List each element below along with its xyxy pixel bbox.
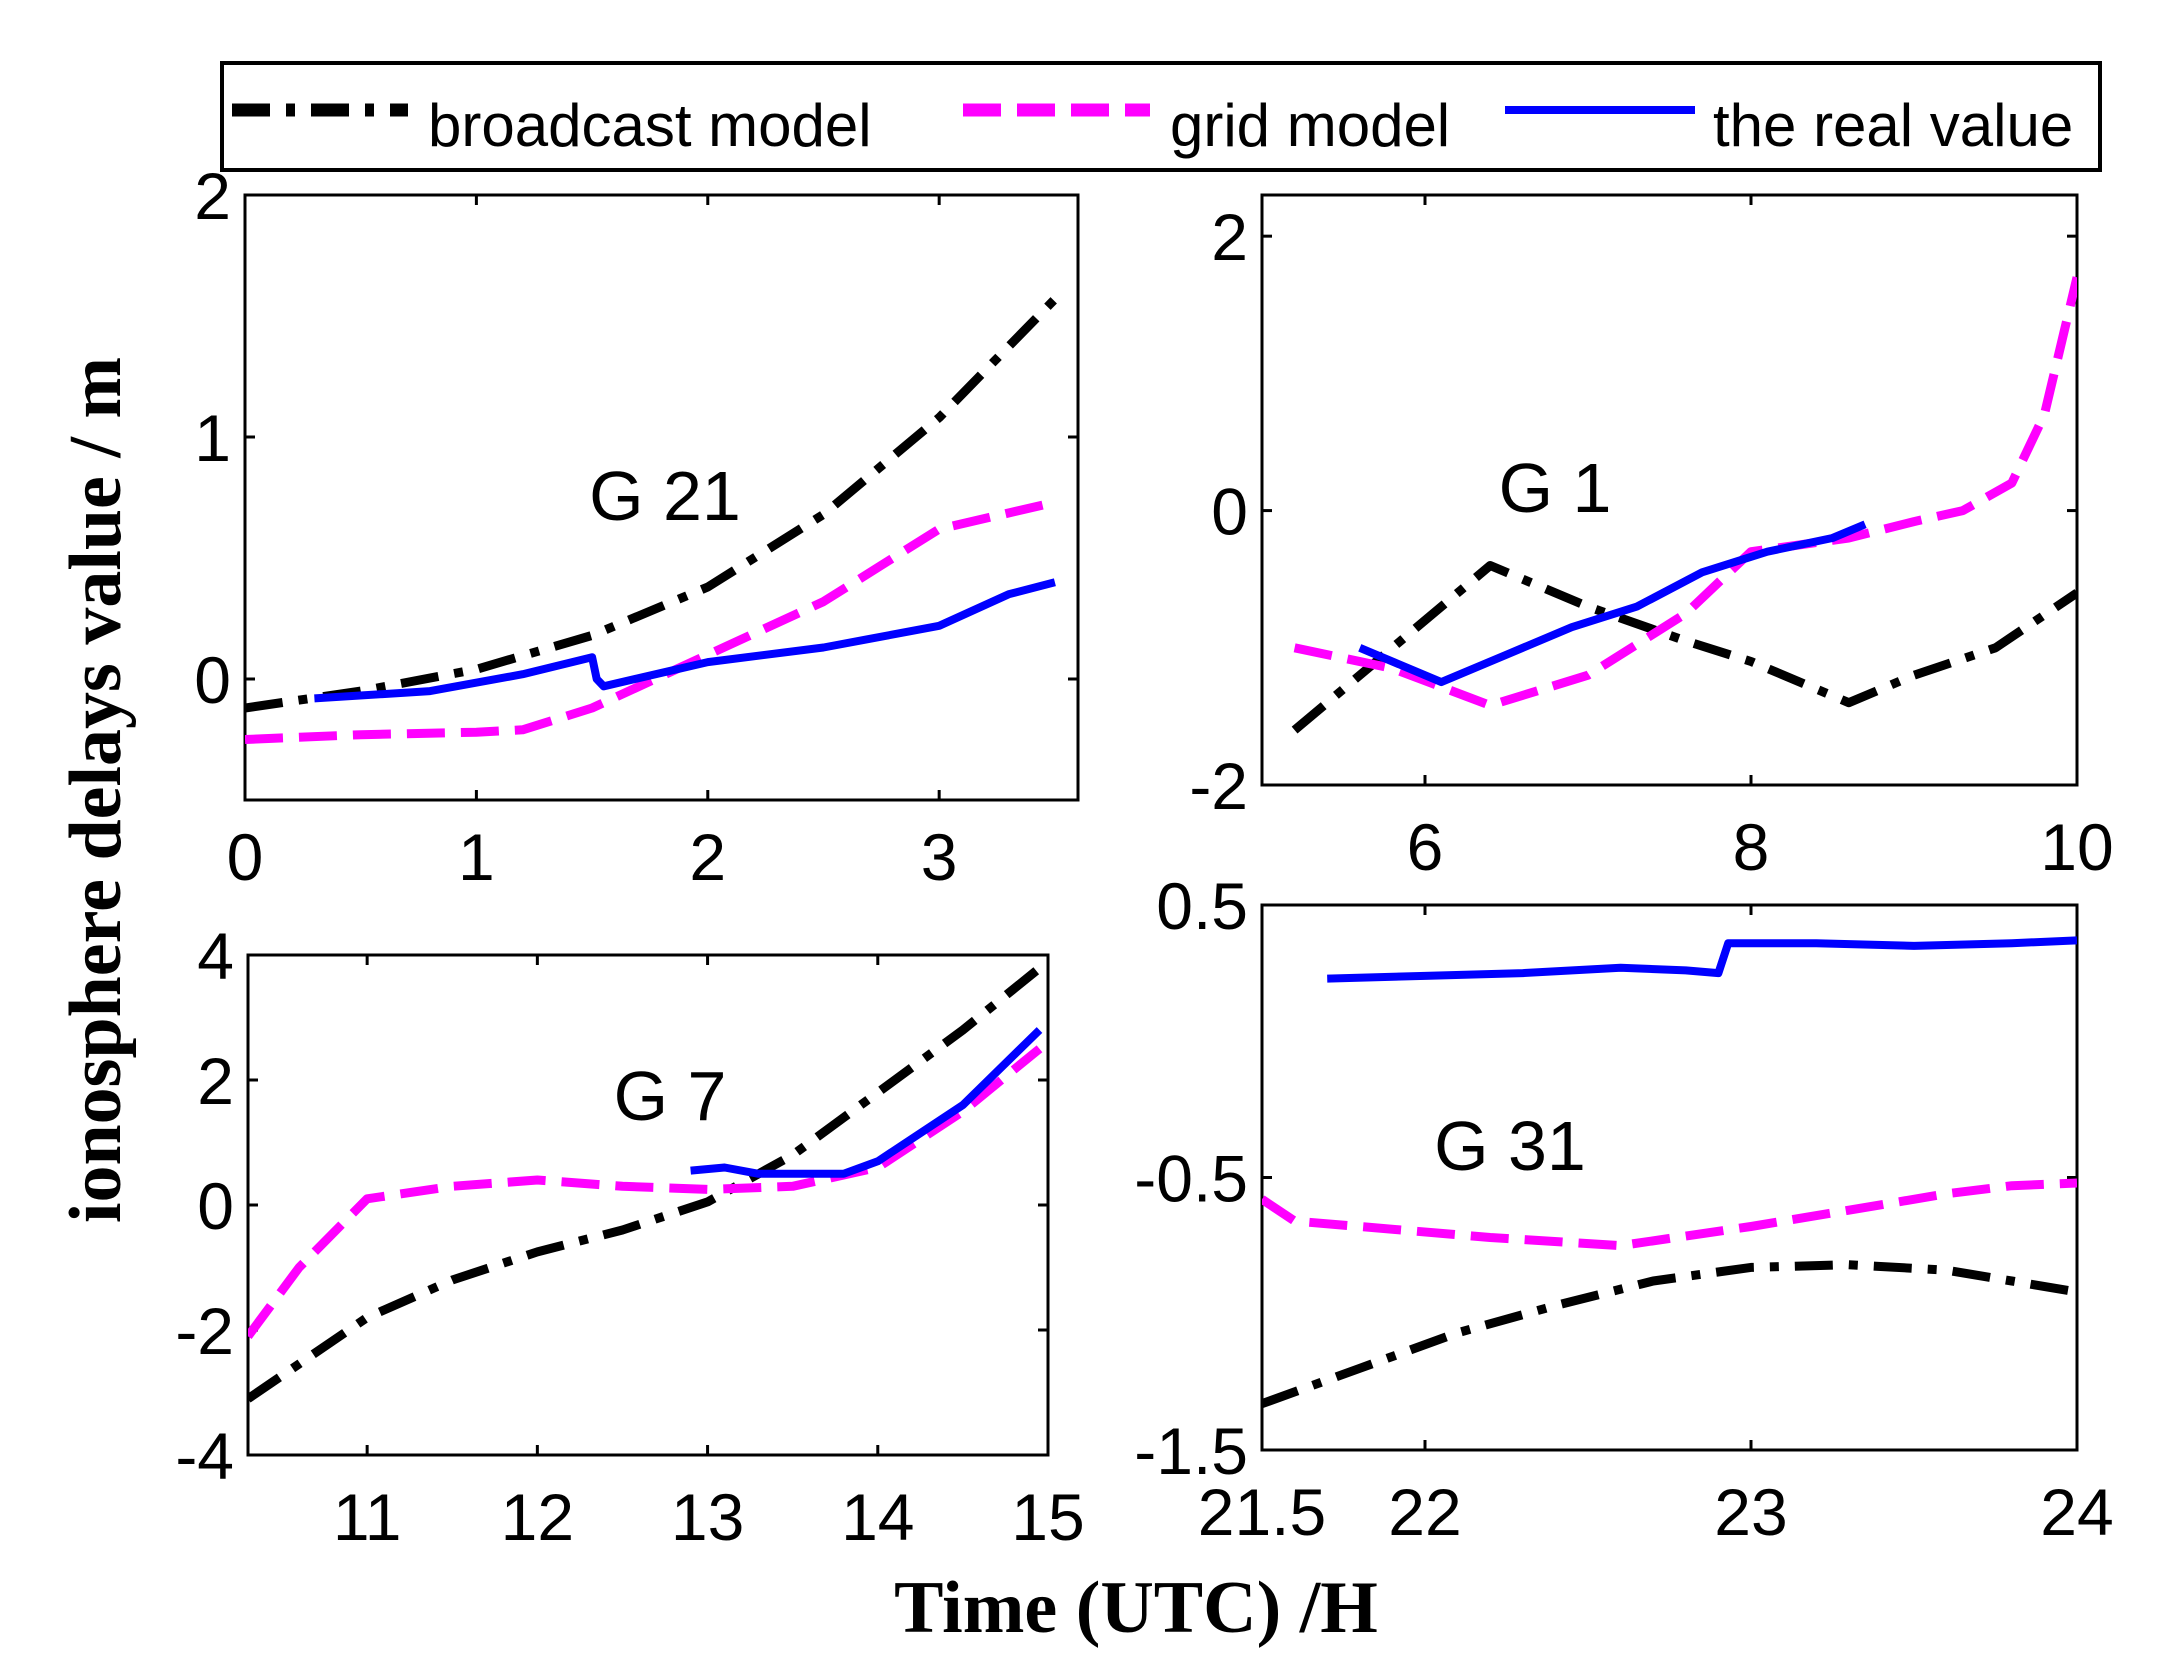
- legend-item-real: the real value: [1505, 92, 2073, 159]
- y-tick-label: 0: [1211, 475, 1248, 549]
- panel-2-series: [1291, 276, 2077, 734]
- legend-box: [220, 61, 2102, 172]
- panel-1-series: [245, 295, 1059, 744]
- panel-3-title: G 7: [614, 1057, 727, 1135]
- x-tick-label: 22: [1388, 1475, 1461, 1549]
- series-broadcast-model: [1262, 1260, 2077, 1408]
- series-the-real-value: [1327, 936, 2077, 983]
- series-grid-model: [1262, 1178, 2077, 1251]
- legend-label-grid: grid model: [1170, 92, 1450, 159]
- x-tick-label: 0: [227, 820, 264, 894]
- x-tick-label: 11: [333, 1480, 402, 1554]
- y-tick-label: 1: [194, 401, 231, 475]
- x-tick-label: 2: [689, 820, 726, 894]
- panel-3-series: [248, 957, 1048, 1403]
- x-tick-label: 6: [1407, 810, 1444, 884]
- y-tick-label: -0.5: [1134, 1142, 1248, 1216]
- legend-label-broadcast: broadcast model: [428, 92, 872, 159]
- y-tick-label: -2: [175, 1294, 234, 1368]
- series-broadcast-model: [1291, 561, 2077, 734]
- x-tick-label: 23: [1714, 1475, 1787, 1549]
- y-tick-label: 0: [197, 1169, 234, 1243]
- panel-1-title: G 21: [589, 457, 741, 535]
- legend-item-grid: grid model: [963, 92, 1450, 159]
- series-the-real-value: [1358, 520, 1867, 687]
- panel-2-title: G 1: [1499, 449, 1612, 527]
- legend: broadcast model grid model the real valu…: [220, 61, 2102, 172]
- legend-item-broadcast: broadcast model: [232, 92, 872, 159]
- x-tick-label: 10: [2040, 810, 2113, 884]
- panel-4-series: [1262, 936, 2077, 1408]
- panel-4: 21.5 22 23 24 -1.5 -0.5 0.5 G 31: [1134, 869, 2113, 1549]
- panel-3: 11 12 13 14 15 -4 -2 0 2 4 G 7: [175, 919, 1084, 1554]
- y-axis-title: ionosphere delays value / m: [55, 357, 137, 1223]
- x-tick-label: 15: [1011, 1480, 1084, 1554]
- y-tick-label: -4: [175, 1419, 234, 1493]
- x-tick-label: 3: [921, 820, 958, 894]
- y-tick-label: 2: [1211, 200, 1248, 274]
- y-tick-label: 0.5: [1156, 869, 1248, 943]
- series-the-real-value: [314, 578, 1056, 703]
- panel-1: 0 1 2 3 0 1 2 G 21: [194, 159, 1080, 894]
- y-tick-label: 4: [197, 919, 234, 993]
- series-the-real-value: [690, 1027, 1043, 1178]
- x-tick-label: 1: [458, 820, 495, 894]
- series-broadcast-model: [245, 295, 1059, 713]
- x-tick-label: 14: [841, 1480, 914, 1554]
- y-tick-label: 0: [194, 643, 231, 717]
- panel-2-frame: [1260, 193, 2079, 787]
- y-tick-label: 2: [194, 159, 231, 233]
- panel-1-frame: [243, 193, 1080, 802]
- y-tick-label: 2: [197, 1044, 234, 1118]
- series-grid-model: [245, 497, 1056, 744]
- panel-4-title: G 31: [1434, 1107, 1586, 1185]
- x-tick-label: 13: [671, 1480, 744, 1554]
- x-axis-title: Time (UTC) /H: [894, 1567, 1378, 1649]
- x-tick-label: 24: [2040, 1475, 2113, 1549]
- x-tick-label: 21.5: [1198, 1475, 1326, 1549]
- y-tick-label: -1.5: [1134, 1414, 1248, 1488]
- x-tick-label: 8: [1733, 810, 1770, 884]
- panel-2: 6 8 10 -2 0 2 G 1: [1189, 193, 2114, 884]
- y-tick-label: -2: [1189, 749, 1248, 823]
- series-broadcast-model: [248, 957, 1048, 1403]
- x-tick-label: 12: [501, 1480, 574, 1554]
- legend-label-real: the real value: [1713, 92, 2073, 159]
- series-grid-model: [248, 1045, 1043, 1339]
